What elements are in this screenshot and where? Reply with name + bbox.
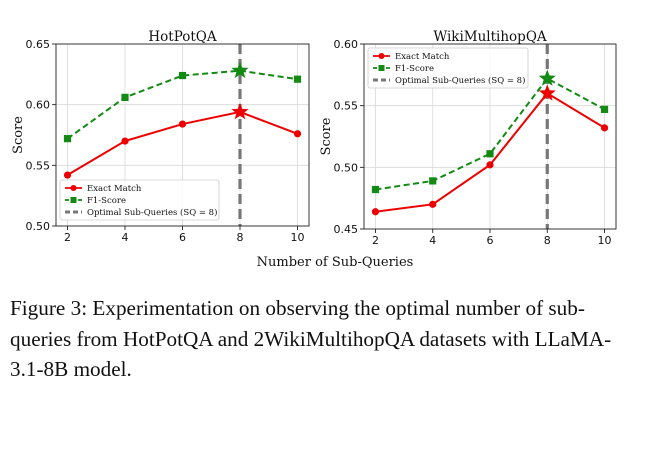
- optimal-star-point: [538, 84, 556, 101]
- series-f1-score: [371, 69, 609, 194]
- legend-label: F1-Score: [395, 64, 434, 74]
- x-tick-label: 10: [598, 234, 612, 247]
- legend-marker: [378, 65, 385, 71]
- x-tick-label: 6: [487, 234, 494, 247]
- y-tick-label: 0.50: [334, 161, 359, 174]
- legend-label: Optimal Sub-Queries (SQ = 8): [395, 75, 525, 86]
- chart-title: HotPotQA: [148, 29, 216, 45]
- legend-label: Optimal Sub-Queries (SQ = 8): [87, 207, 217, 218]
- data-point: [178, 71, 187, 80]
- series-line: [66, 69, 298, 140]
- data-point: [293, 130, 302, 138]
- optimal-star-point: [231, 61, 249, 78]
- x-tick-label: 4: [429, 234, 436, 247]
- chart-title: WikiMultihopQA: [433, 29, 547, 45]
- y-tick-label: 0.55: [26, 159, 51, 172]
- data-point: [371, 185, 380, 194]
- x-tick-label: 2: [372, 234, 379, 247]
- legend-box: [59, 179, 220, 221]
- data-point: [293, 75, 302, 83]
- chart-hotpotqa: 2 4 6 8 10 0.50 0.55 0.60 0.65 HotPotQA Score Exact…: [11, 29, 310, 244]
- data-point: [429, 200, 437, 208]
- y-tick-label: 0.45: [334, 223, 359, 236]
- legend-box: [367, 47, 529, 89]
- data-point: [600, 105, 609, 113]
- data-point: [178, 120, 187, 128]
- data-point: [121, 93, 129, 101]
- figure-caption: Figure 3: Experimentation on observing t…: [10, 293, 635, 385]
- series-exact-match: [371, 84, 609, 216]
- series-f1-score: [63, 61, 302, 143]
- data-point: [371, 208, 380, 216]
- x-tick-label: 2: [64, 231, 71, 244]
- y-tick-label: 0.60: [334, 38, 359, 51]
- data-point: [486, 150, 494, 158]
- legend-marker: [70, 185, 77, 191]
- data-point: [121, 137, 129, 145]
- optimal-star-point: [538, 69, 556, 86]
- x-tick-label: 6: [179, 231, 186, 244]
- y-tick-label: 0.55: [334, 100, 359, 113]
- y-tick-label: 0.60: [26, 99, 51, 112]
- caption-label: Figure 3:: [10, 296, 88, 320]
- x-tick-label: 8: [544, 234, 551, 247]
- data-point: [63, 135, 72, 143]
- y-axis-label: Score: [11, 116, 26, 154]
- data-point: [429, 177, 437, 185]
- y-tick-label: 0.50: [26, 220, 51, 233]
- caption-text: Experimentation on observing the optimal…: [10, 296, 612, 381]
- x-tick-label: 8: [237, 231, 244, 244]
- chart-wikimultihopqa: 2 4 6 8 10 0.45 0.50 0.55 0.60 WikiMultihopQA Scor…: [319, 29, 617, 247]
- data-point: [63, 171, 72, 179]
- series-exact-match: [63, 102, 302, 179]
- data-point: [486, 161, 494, 169]
- series-line: [375, 77, 606, 191]
- x-tick-label: 4: [122, 231, 129, 244]
- data-point: [600, 124, 609, 132]
- shared-x-axis-label: Number of Sub-Queries: [257, 255, 414, 270]
- y-tick-label: 0.65: [26, 38, 51, 51]
- legend-marker: [70, 197, 77, 203]
- legend-label: F1-Score: [87, 196, 126, 206]
- figure-charts: 2 4 6 8 10 0.50 0.55 0.60 0.65 HotPotQA Score Exact…: [11, 29, 617, 270]
- x-tick-label: 10: [291, 231, 305, 244]
- legend-label: Exact Match: [87, 184, 142, 194]
- legend-label: Exact Match: [395, 52, 450, 62]
- legend-marker: [378, 53, 385, 59]
- y-axis-label: Score: [319, 117, 334, 155]
- optimal-star-point: [231, 102, 249, 120]
